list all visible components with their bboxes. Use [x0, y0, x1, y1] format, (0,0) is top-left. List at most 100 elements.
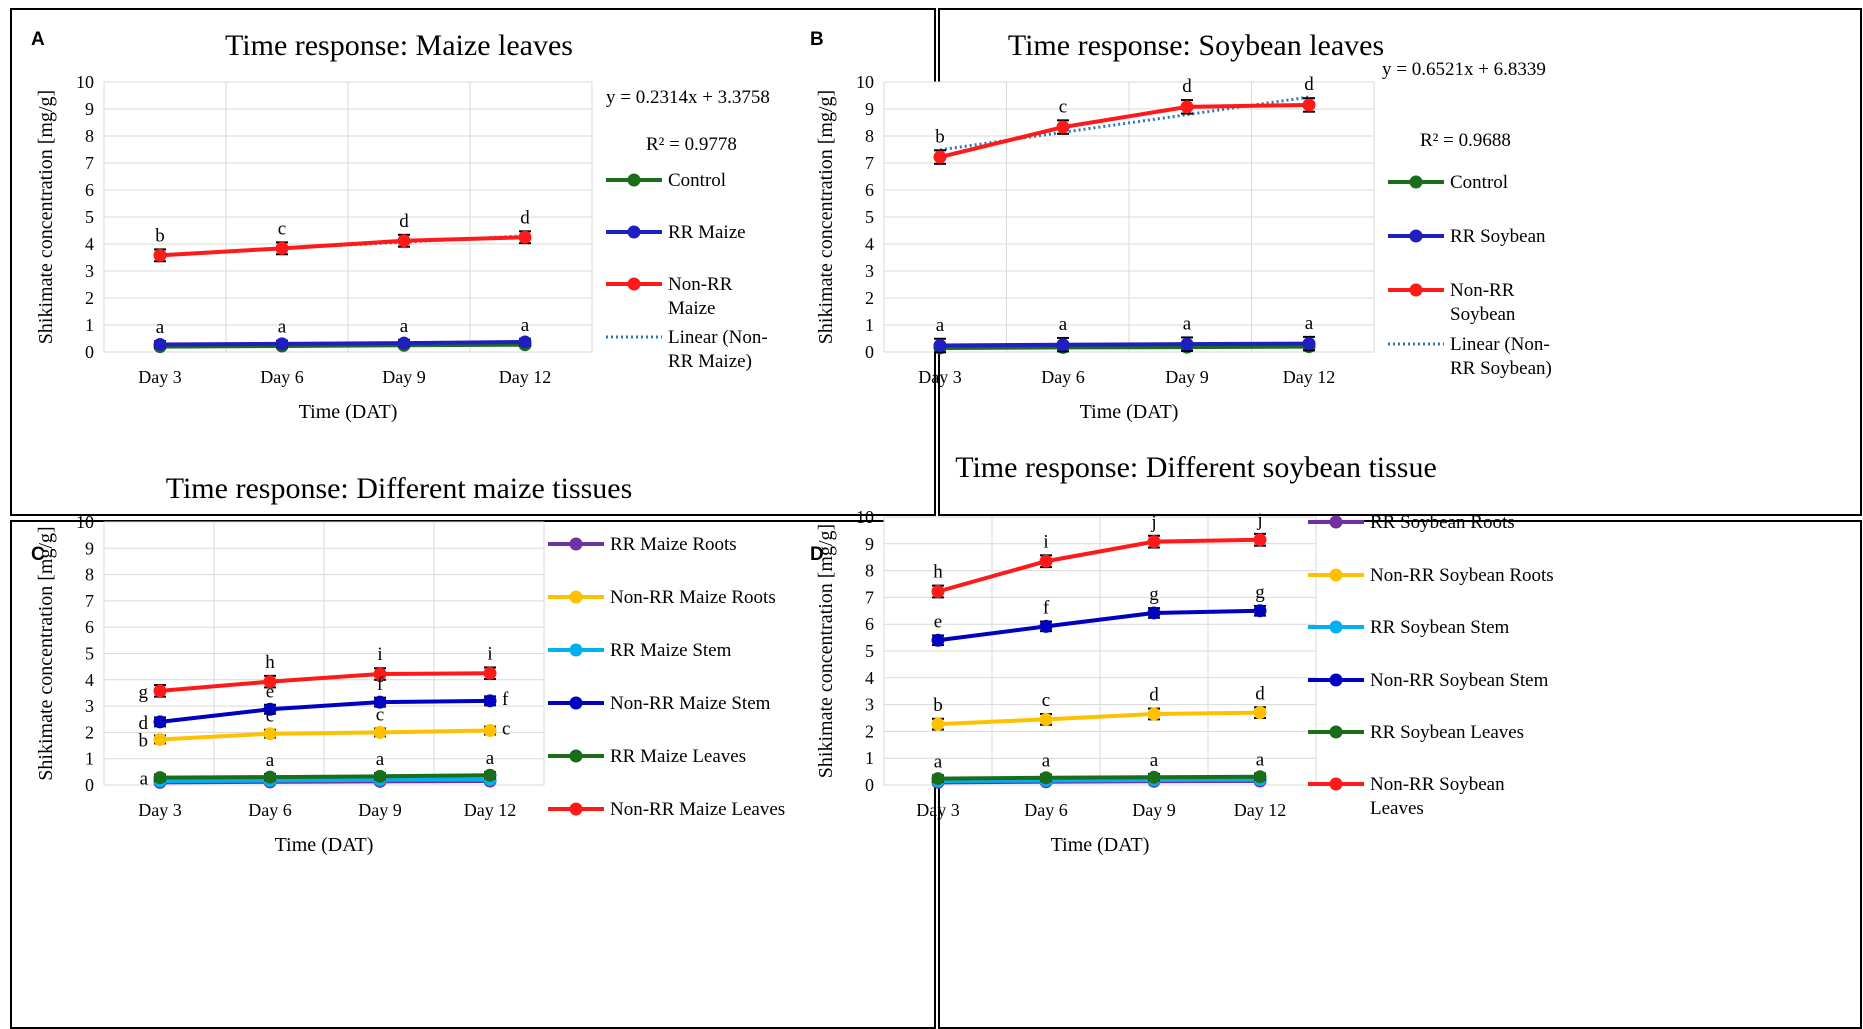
legend-label: RR Maize	[668, 222, 746, 243]
data-point	[1180, 100, 1194, 114]
x-axis-label: Time (DAT)	[275, 834, 374, 856]
y-tick-label: 1	[865, 748, 874, 768]
legend-label: RR Soybean Stem	[1370, 617, 1510, 638]
significance-label: f	[1043, 598, 1050, 619]
data-point	[483, 724, 497, 738]
data-point	[397, 336, 411, 350]
legend-label: Non-RR Maize Leaves	[610, 799, 785, 820]
data-point	[275, 241, 289, 255]
y-tick-label: 7	[865, 153, 874, 173]
panel-letter: A	[31, 29, 45, 50]
series-line	[159, 728, 491, 742]
legend-label: Non-RR Soybean Stem	[1370, 670, 1549, 691]
significance-label: a	[1150, 750, 1159, 771]
legend-label: Control	[668, 170, 726, 191]
y-tick-label: 3	[865, 695, 874, 715]
y-tick-label: 9	[865, 534, 874, 554]
legend-label: RR Soybean	[1450, 226, 1546, 247]
x-tick-label: Day 6	[1041, 367, 1085, 387]
significance-label: j	[1150, 512, 1156, 533]
chart-title: Time response: Soybean leaves	[1008, 29, 1384, 62]
legend-swatch-marker	[569, 802, 583, 816]
y-tick-label: 7	[85, 153, 94, 173]
series-rr-soybean-leaves	[931, 770, 1267, 786]
y-tick-label: 1	[85, 749, 94, 769]
significance-label: b	[139, 731, 149, 752]
y-tick-label: 6	[865, 180, 874, 200]
significance-label: c	[266, 706, 274, 727]
y-tick-label: 3	[865, 261, 874, 281]
legend-swatch-marker	[627, 225, 641, 239]
significance-label: a	[1059, 314, 1068, 335]
y-tick-label: 2	[85, 722, 94, 742]
significance-label: c	[376, 704, 384, 725]
y-tick-label: 4	[865, 668, 874, 688]
y-tick-label: 10	[76, 72, 94, 92]
data-point	[518, 335, 532, 349]
legend-label: Control	[1450, 172, 1508, 193]
y-tick-label: 0	[85, 775, 94, 795]
significance-label: a	[1305, 313, 1314, 334]
legend-swatch-marker	[627, 277, 641, 291]
y-tick-label: 10	[856, 507, 874, 527]
series-non-rr-soybean-leaves	[931, 532, 1267, 599]
significance-label: g	[139, 682, 149, 703]
data-point	[1253, 533, 1267, 547]
significance-label: c	[502, 719, 510, 740]
x-tick-label: Day 9	[1165, 367, 1209, 387]
legend-label-trendline: Linear (Non-RR Soybean)	[1450, 334, 1552, 379]
x-tick-label: Day 3	[138, 800, 182, 820]
data-point	[153, 248, 167, 262]
significance-label: a	[486, 748, 495, 769]
series-line	[939, 102, 1310, 160]
y-tick-label: 3	[85, 696, 94, 716]
y-tick-label: 7	[85, 591, 94, 611]
y-tick-label: 1	[865, 315, 874, 335]
panel-letter: D	[810, 544, 824, 565]
significance-label: c	[278, 218, 286, 239]
data-point	[931, 633, 945, 647]
x-tick-label: Day 3	[918, 367, 962, 387]
x-tick-label: Day 6	[1024, 800, 1068, 820]
series-non-rr-soybean	[933, 97, 1316, 165]
significance-label: d	[520, 207, 530, 228]
significance-label: e	[266, 681, 274, 702]
data-point	[397, 234, 411, 248]
legend-swatch-marker	[1329, 620, 1343, 634]
significance-label: g	[1149, 584, 1159, 605]
series-line	[937, 777, 1261, 783]
y-tick-label: 8	[865, 126, 874, 146]
significance-label: i	[1043, 531, 1048, 552]
series-line	[937, 537, 1261, 594]
significance-label: d	[1149, 685, 1159, 706]
x-axis-label: Time (DAT)	[1080, 401, 1179, 423]
significance-label: f	[377, 674, 384, 695]
y-tick-label: 0	[865, 342, 874, 362]
y-tick-label: 1	[85, 315, 94, 335]
x-tick-label: Day 3	[138, 367, 182, 387]
data-point	[483, 768, 497, 782]
legend-swatch-marker	[1329, 725, 1343, 739]
x-tick-label: Day 6	[260, 367, 304, 387]
series-non-rr-maize	[153, 230, 532, 263]
data-point	[263, 675, 277, 689]
y-tick-label: 10	[856, 72, 874, 92]
legend-label: RR Soybean Roots	[1370, 512, 1515, 533]
data-point	[931, 772, 945, 786]
x-tick-label: Day 9	[382, 367, 426, 387]
data-point	[1056, 338, 1070, 352]
data-point	[1147, 707, 1161, 721]
data-point	[153, 771, 167, 785]
series-line	[159, 671, 491, 693]
significance-label: e	[934, 611, 942, 632]
data-point	[1302, 98, 1316, 112]
panel-letter: C	[31, 544, 45, 565]
data-point	[153, 733, 167, 747]
legend-label: Non-RR Maize	[668, 274, 733, 319]
series-line	[937, 710, 1261, 727]
chart-d: D Time response: Different soybean tissue…	[810, 451, 1554, 856]
legend-swatch-marker	[1329, 568, 1343, 582]
series-line	[159, 773, 491, 780]
data-point	[1302, 337, 1316, 351]
